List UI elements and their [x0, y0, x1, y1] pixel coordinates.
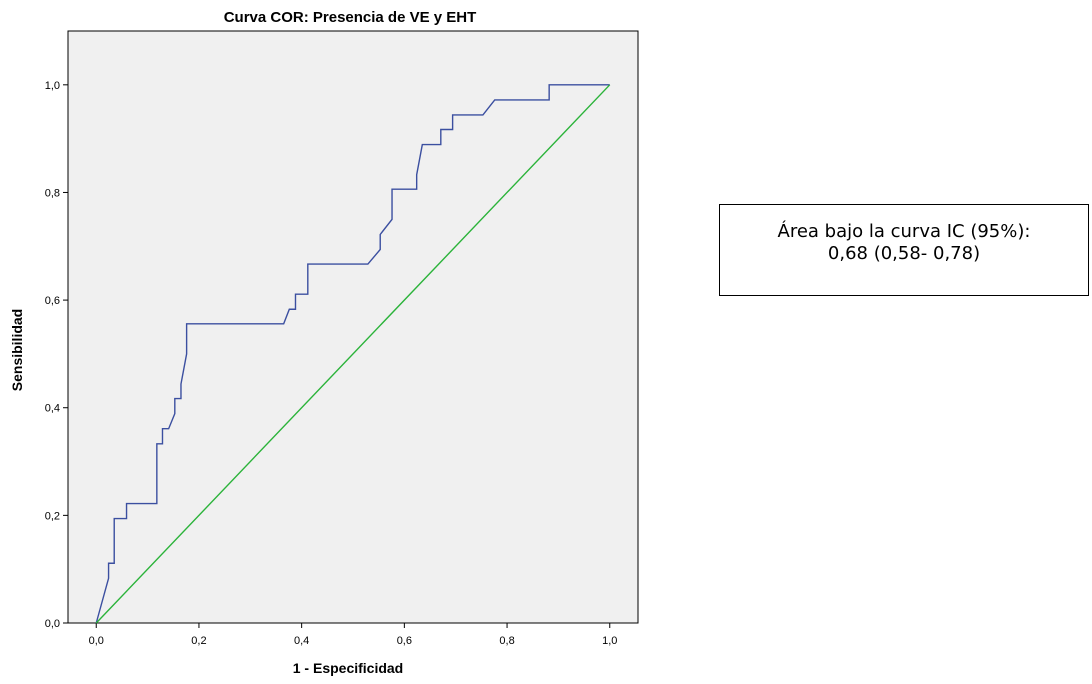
x-axis: 0,0 0,2 0,4 0,6 0,8 1,0 [89, 623, 617, 647]
roc-curve-line [95, 84, 610, 624]
x-tick-label: 0,0 [89, 635, 104, 647]
y-tick-label: 0,4 [45, 403, 60, 415]
y-tick-label: 0,0 [45, 618, 60, 630]
x-tick-label: 0,8 [499, 635, 514, 647]
auc-annotation-box: Área bajo la curva IC (95%): 0,68 (0,58-… [719, 204, 1089, 296]
x-axis-label: 1 - Especificidad [293, 660, 403, 676]
y-axis-label: Sensibilidad [9, 309, 25, 391]
x-tick-label: 0,6 [397, 635, 412, 647]
x-tick-label: 0,4 [294, 635, 309, 647]
series-layer [95, 84, 611, 624]
y-tick-label: 0,8 [45, 187, 60, 199]
x-tick-label: 0,2 [191, 635, 206, 647]
auc-annotation-line2: 0,68 (0,58- 0,78) [827, 243, 981, 264]
plot-area [67, 30, 639, 624]
reference-diagonal-line [95, 84, 611, 624]
y-tick-label: 1,0 [45, 80, 60, 92]
chart-title: Curva COR: Presencia de VE y EHT [224, 9, 477, 26]
y-tick-label: 0,6 [45, 295, 60, 307]
x-tick-label: 1,0 [602, 635, 617, 647]
y-axis: 0,0 0,2 0,4 0,6 0,8 1,0 [45, 80, 68, 630]
y-tick-label: 0,2 [45, 510, 60, 522]
auc-annotation-line1: Área bajo la curva IC (95%): [777, 221, 1031, 242]
